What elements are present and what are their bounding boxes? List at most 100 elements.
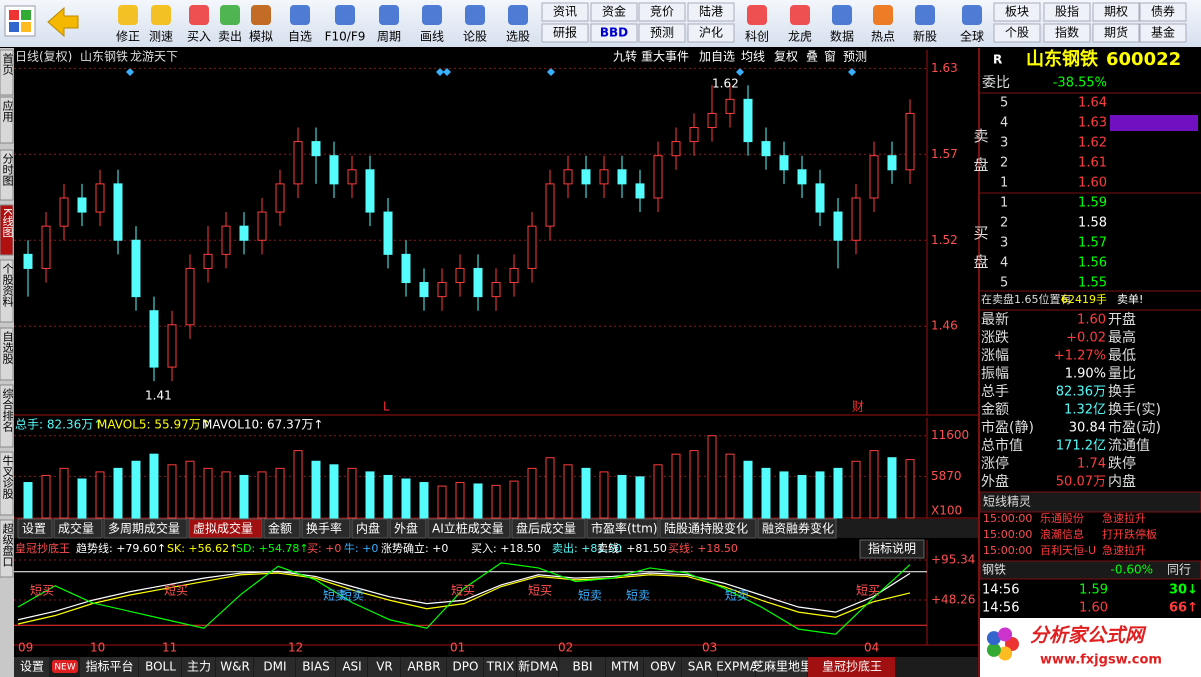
tool-button[interactable]: 画线 [420, 30, 444, 44]
tool-icon[interactable] [508, 5, 528, 25]
tool-icon[interactable] [747, 5, 767, 25]
tool-button[interactable]: 科创 [745, 30, 769, 44]
side-tab-label[interactable]: 综合排名 [1, 387, 14, 432]
side-tab-label[interactable]: 个股资料 [1, 263, 14, 308]
bottom-tab[interactable] [606, 657, 643, 677]
tool-icon[interactable] [118, 5, 138, 25]
bottom-tab[interactable] [80, 657, 138, 677]
tool-icon[interactable] [379, 5, 399, 25]
bottom-tab[interactable] [296, 657, 335, 677]
header-button[interactable]: 九转 [613, 49, 637, 64]
volume-tab-label[interactable]: 陆股通持股变化 [664, 521, 748, 536]
tool-button[interactable]: 全球 [960, 29, 984, 44]
grid-button-label[interactable]: 期权 [1104, 5, 1128, 19]
grid-button[interactable] [1092, 2, 1140, 22]
volume-tab[interactable] [263, 518, 301, 539]
volume-tab-label[interactable]: 市盈率(ttm) [591, 521, 657, 536]
side-tab-label[interactable]: 分时图 [1, 153, 14, 187]
volume-tab[interactable] [757, 518, 837, 539]
grid-button-label[interactable]: 板块 [1005, 5, 1029, 19]
bottom-tab-label[interactable]: 主力 [187, 660, 211, 674]
bottom-tab-label[interactable]: TRIX [486, 660, 514, 674]
volume-tab[interactable] [659, 518, 757, 539]
side-tab-label[interactable]: K线图 [1, 208, 14, 238]
tool-icon[interactable] [962, 5, 982, 25]
tool-button[interactable]: 自选 [288, 30, 312, 44]
tool-button[interactable]: 新股 [913, 29, 937, 44]
side-tab-label[interactable]: 首页 [1, 52, 14, 76]
grid-button-label[interactable]: 预测 [650, 26, 674, 40]
tool-icon[interactable] [189, 5, 209, 25]
alert[interactable]: 浪潮信息 [1040, 527, 1084, 541]
grid-button-label[interactable]: 指数 [1055, 25, 1079, 40]
side-tab-label[interactable]: 应用 [1, 99, 14, 123]
grid-button[interactable] [687, 23, 735, 43]
bottom-tab-label[interactable]: DPO [453, 660, 479, 674]
volume-tab-label[interactable]: 虚拟成交量 [193, 521, 253, 536]
bottom-tab-label[interactable]: 新DMA [518, 659, 559, 674]
alert[interactable]: 急速拉升 [1102, 511, 1146, 525]
tool-icon[interactable] [290, 5, 310, 25]
grid-button[interactable] [638, 2, 686, 22]
bottom-tab-label[interactable]: DMI [263, 660, 286, 674]
side-tab-label[interactable]: 超级盘口 [1, 522, 14, 567]
volume-tab-label[interactable]: 金额 [268, 521, 292, 536]
grid-button-label[interactable]: 研报 [553, 25, 577, 40]
bottom-tab[interactable] [401, 657, 446, 677]
bottom-tab-label[interactable]: EXPMA [716, 660, 758, 674]
tool-button[interactable]: 论股 [463, 30, 487, 44]
grid-button-label[interactable]: 股指 [1055, 4, 1079, 19]
alert[interactable]: 乐通股份 [1040, 512, 1084, 525]
bottom-tab[interactable] [447, 657, 483, 677]
grid-button[interactable] [638, 23, 686, 43]
tool-button[interactable]: 买入 [187, 30, 211, 44]
volume-tab-label[interactable]: 盘后成交量 [516, 521, 576, 536]
tool-icon[interactable] [465, 5, 485, 25]
volume-tab[interactable] [301, 518, 351, 539]
tool-icon[interactable] [790, 5, 810, 25]
bottom-tab-label[interactable]: 指标平台 [85, 659, 133, 674]
grid-button-label[interactable]: BBD [600, 26, 628, 40]
bottom-tab[interactable] [368, 657, 400, 677]
bottom-tab-label[interactable]: NEW [54, 663, 75, 673]
header-button[interactable]: 加自选 [699, 50, 735, 64]
grid-button[interactable] [590, 23, 638, 43]
side-tab[interactable] [0, 204, 14, 256]
bottom-tab-label[interactable]: BBI [572, 660, 592, 674]
volume-tab-label[interactable]: 多周期成交量 [108, 521, 180, 536]
volume-tab[interactable] [511, 518, 586, 539]
grid-button[interactable] [1092, 23, 1140, 43]
bottom-tab[interactable] [808, 657, 895, 677]
grid-button-label[interactable]: 资讯 [553, 5, 577, 19]
side-tab[interactable] [0, 96, 14, 144]
side-tab[interactable] [0, 451, 14, 516]
tool-button[interactable]: 卖出 [218, 30, 242, 44]
grid-button-label[interactable]: 基金 [1151, 25, 1175, 40]
volume-tab[interactable] [17, 518, 53, 539]
tool-button[interactable]: 模拟 [249, 30, 273, 44]
volume-tab[interactable] [586, 518, 659, 539]
volume-tab[interactable] [427, 518, 511, 539]
grid-button-label[interactable]: 竞价 [650, 5, 674, 19]
bottom-tab-label[interactable]: BOLL [145, 660, 176, 674]
bottom-tab-label[interactable]: VR [376, 660, 393, 674]
tool-icon[interactable] [915, 5, 935, 25]
grid-button[interactable] [541, 23, 589, 43]
side-tab[interactable] [0, 259, 14, 323]
tool-button[interactable]: 数据 [830, 29, 854, 44]
bottom-tab-label[interactable]: ARBR [407, 660, 440, 674]
side-tab[interactable] [0, 49, 14, 96]
tool-icon[interactable] [422, 5, 442, 25]
grid-button[interactable] [1043, 2, 1091, 22]
tool-button[interactable]: 热点 [871, 30, 895, 44]
volume-tab-label[interactable]: 成交量 [58, 521, 94, 536]
header-button[interactable]: 均线 [741, 50, 765, 64]
bottom-tab[interactable] [254, 657, 295, 677]
alert[interactable]: 百利天恒-U [1040, 544, 1096, 557]
bottom-tab[interactable] [756, 657, 807, 677]
bottom-tab-label[interactable]: ASI [342, 660, 361, 674]
tool-button[interactable]: F10/F9 [325, 30, 366, 44]
side-tab[interactable] [0, 149, 14, 201]
tool-button[interactable]: 修正 [116, 29, 140, 44]
header-button[interactable]: 复权 [774, 50, 798, 64]
